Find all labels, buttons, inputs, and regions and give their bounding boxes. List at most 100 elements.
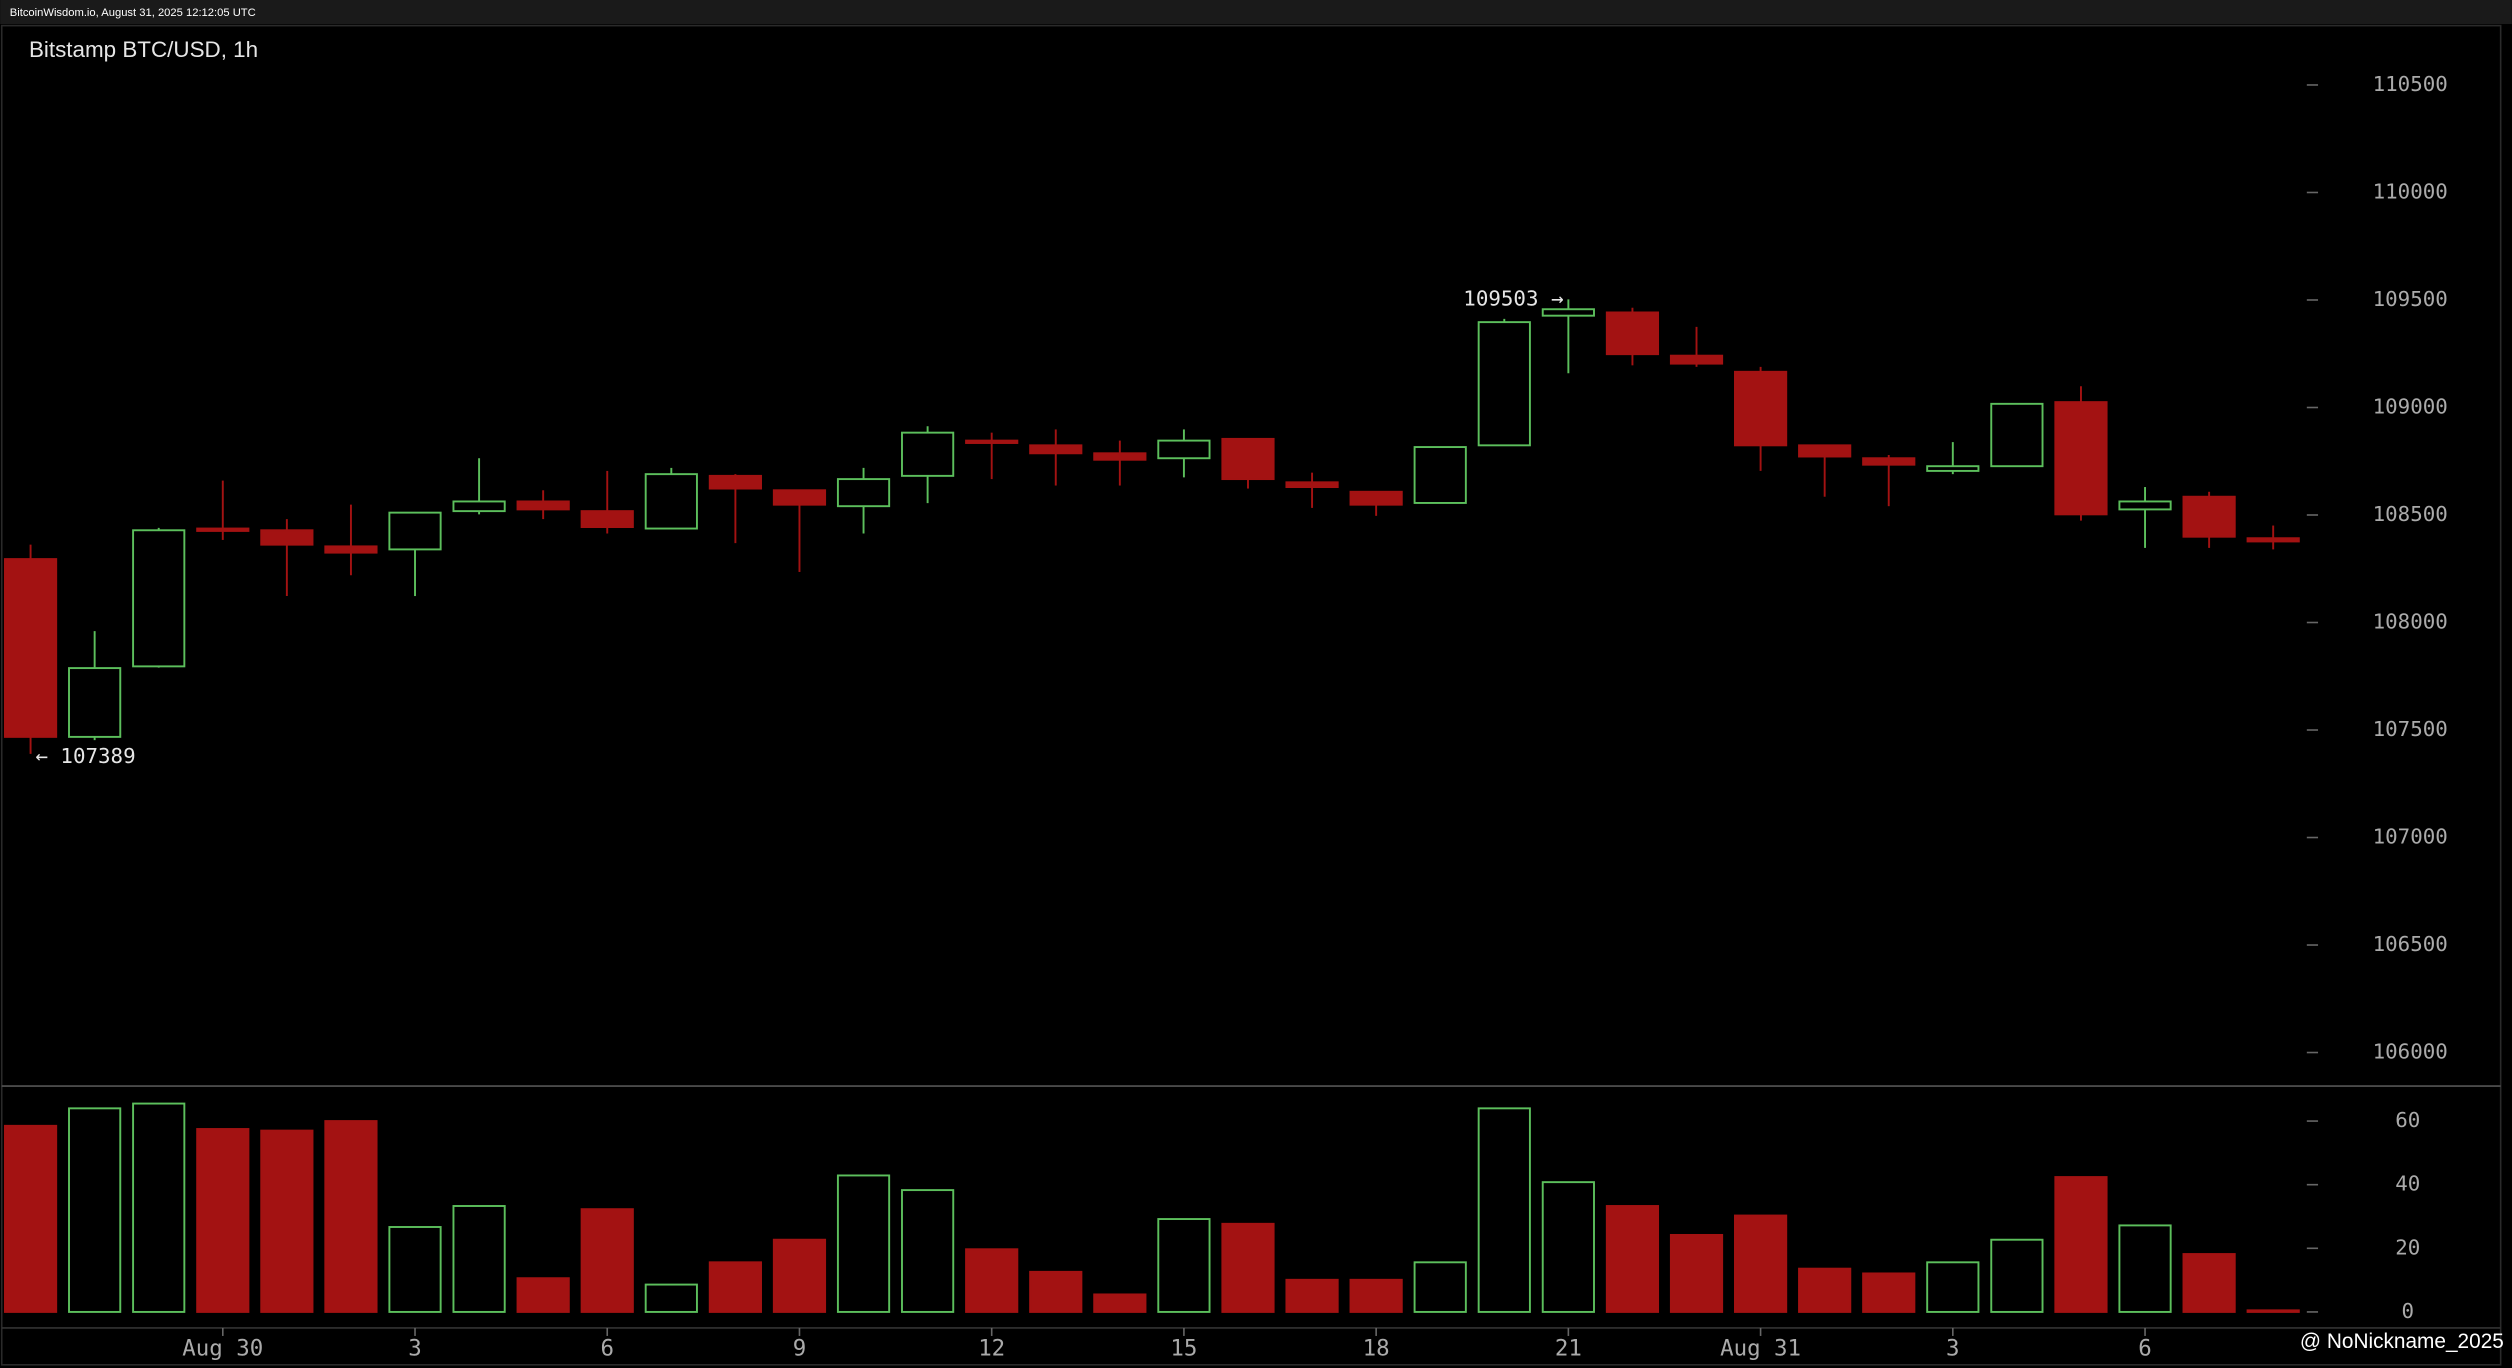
- volume-bar: [1413, 1261, 1467, 1313]
- y-tick-label: 110000: [2373, 179, 2448, 203]
- candle-body: [1157, 439, 1211, 460]
- x-tick-label: 15: [1170, 1335, 1197, 1361]
- low-annotation: ← 107389: [35, 744, 135, 768]
- candle-body: [901, 431, 955, 477]
- volume-bar: [1157, 1218, 1211, 1313]
- x-tick-label: 6: [600, 1335, 614, 1361]
- volume-bar: [644, 1283, 698, 1313]
- x-tick-label: 3: [408, 1335, 422, 1361]
- candle-body: [132, 529, 186, 668]
- volume-bar: [1990, 1238, 2044, 1313]
- candle-body: [580, 510, 634, 528]
- candle-body: [2118, 500, 2172, 511]
- volume-bar: [1605, 1205, 1660, 1313]
- y-tick-label: 109000: [2373, 394, 2448, 418]
- candle-body: [324, 545, 378, 554]
- candle-body: [1798, 444, 1852, 458]
- candle-body: [1605, 311, 1660, 356]
- candle-body: [772, 489, 827, 506]
- volume-bar: [1862, 1272, 1916, 1313]
- volume-bar: [1733, 1214, 1788, 1313]
- candle-body: [1349, 490, 1403, 506]
- candle-body: [260, 529, 314, 546]
- volume-bar: [324, 1120, 378, 1313]
- candle-body: [1862, 457, 1916, 466]
- volume-bar: [772, 1238, 827, 1313]
- volume-bar: [1029, 1270, 1083, 1313]
- volume-tick-label: 20: [2395, 1235, 2420, 1259]
- volume-bar: [388, 1226, 442, 1313]
- volume-bar: [2246, 1309, 2300, 1313]
- volume-bar: [1221, 1222, 1275, 1313]
- volume-bar: [132, 1102, 186, 1313]
- volume-bar: [196, 1128, 250, 1313]
- volume-bar: [452, 1205, 506, 1313]
- candle-body: [452, 500, 506, 513]
- candle-body: [1926, 465, 1980, 472]
- y-tick-label: 107000: [2373, 825, 2448, 849]
- x-tick-label: 12: [978, 1335, 1005, 1361]
- volume-bar: [1798, 1267, 1852, 1313]
- chart-title: Bitstamp BTC/USD, 1h: [29, 37, 258, 62]
- volume-bar: [1093, 1293, 1147, 1313]
- y-tick-label: 109500: [2373, 287, 2448, 311]
- y-tick-label: 108000: [2373, 610, 2448, 634]
- candle-body: [1477, 321, 1531, 447]
- y-tick-label: 110500: [2373, 72, 2448, 96]
- x-tick-label: Aug 30: [182, 1335, 263, 1361]
- volume-bar: [1285, 1278, 1339, 1313]
- y-tick-label: 106500: [2373, 932, 2448, 956]
- candle-body: [1733, 370, 1788, 447]
- candle-body: [1990, 402, 2044, 468]
- candle-body: [1285, 481, 1339, 489]
- volume-bar: [68, 1107, 122, 1313]
- volume-bar: [836, 1174, 891, 1313]
- candle-body: [1413, 446, 1467, 504]
- volume-bar: [3, 1124, 58, 1313]
- volume-tick-label: 60: [2395, 1108, 2420, 1132]
- y-tick-label: 108500: [2373, 502, 2448, 526]
- high-annotation: 109503 →: [1463, 286, 1563, 310]
- watermark: @ NoNickname_2025: [2300, 1330, 2504, 1353]
- candle-body: [1093, 452, 1147, 461]
- candle-body: [1221, 437, 1275, 481]
- volume-bar: [2182, 1253, 2236, 1313]
- x-tick-label: 18: [1363, 1335, 1390, 1361]
- volume-bar: [580, 1208, 634, 1313]
- header-bar: [0, 0, 2512, 25]
- candle-body: [2246, 537, 2300, 543]
- candle-body: [1669, 354, 1724, 365]
- volume-bar: [1669, 1233, 1724, 1313]
- volume-bar: [516, 1277, 570, 1313]
- volume-bar: [1349, 1278, 1403, 1313]
- volume-bar: [901, 1189, 955, 1313]
- candle-body: [836, 478, 891, 508]
- candle-body: [2054, 401, 2108, 516]
- volume-tick-label: 40: [2395, 1172, 2420, 1196]
- candle-body: [2182, 495, 2236, 538]
- candle-body: [965, 439, 1019, 444]
- volume-bar: [1541, 1181, 1595, 1313]
- x-tick-label: 6: [2138, 1335, 2151, 1361]
- volume-tick-label: 0: [2401, 1299, 2414, 1323]
- volume-bar: [1477, 1107, 1531, 1313]
- candle-body: [516, 500, 570, 511]
- candle-body: [1029, 444, 1083, 455]
- x-tick-label: Aug 31: [1720, 1335, 1801, 1361]
- header-text: BitcoinWisdom.io, August 31, 2025 12:12:…: [10, 7, 256, 19]
- candle-body: [3, 558, 58, 738]
- candle-body: [708, 474, 762, 490]
- x-tick-label: 9: [793, 1335, 807, 1361]
- candle-body: [388, 511, 442, 551]
- volume-bar: [260, 1129, 314, 1313]
- x-tick-label: 21: [1555, 1335, 1582, 1361]
- candle-body: [196, 527, 250, 532]
- x-tick-label: 3: [1946, 1335, 1959, 1361]
- y-tick-label: 106000: [2373, 1040, 2448, 1064]
- volume-bar: [1926, 1261, 1980, 1313]
- volume-bar: [965, 1248, 1019, 1313]
- y-tick-label: 107500: [2373, 717, 2448, 741]
